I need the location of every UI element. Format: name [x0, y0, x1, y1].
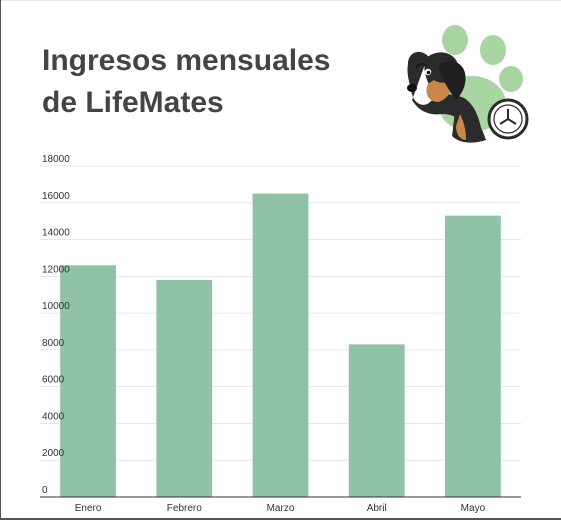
- dachshund-icon: [407, 51, 486, 143]
- bar: [348, 344, 405, 497]
- x-category-label: Febrero: [167, 503, 202, 514]
- y-tick-label: 2000: [42, 448, 65, 459]
- bar: [60, 265, 116, 497]
- y-axis-ticks: 0 2000 4000 6000 8000 10000 12000 14000 16000 180…: [42, 154, 70, 496]
- x-category-label: Enero: [75, 503, 102, 514]
- bar: [156, 280, 213, 497]
- y-tick-label: 0: [42, 485, 48, 496]
- frame-top-border: [0, 0, 561, 1]
- x-category-label: Mayo: [461, 503, 486, 514]
- bar: [252, 193, 309, 498]
- chart-title: Ingresos mensuales de LifeMates: [42, 40, 330, 124]
- chart-title-line-1: Ingresos mensuales: [42, 44, 331, 77]
- x-category-label: Marzo: [267, 503, 295, 514]
- y-tick-label: 18000: [42, 154, 70, 165]
- dachshund-paw-clock-icon: [407, 25, 529, 143]
- x-category-label: Abril: [367, 503, 387, 514]
- y-tick-label: 10000: [42, 301, 70, 312]
- chart-title-line-2: de LifeMates: [42, 86, 224, 119]
- bar: [445, 215, 501, 497]
- y-tick-label: 14000: [42, 228, 70, 239]
- frame-left-border: [0, 0, 1, 520]
- y-tick-label: 12000: [42, 264, 70, 275]
- y-tick-label: 4000: [42, 411, 65, 422]
- y-tick-label: 16000: [42, 191, 70, 202]
- frame-bottom-border: [0, 518, 561, 520]
- y-tick-label: 6000: [42, 375, 65, 386]
- clock-icon: [487, 98, 529, 140]
- y-tick-label: 8000: [42, 338, 65, 349]
- x-axis-categories: Enero Febrero Marzo Abril Mayo: [75, 503, 486, 514]
- bars: [60, 193, 501, 498]
